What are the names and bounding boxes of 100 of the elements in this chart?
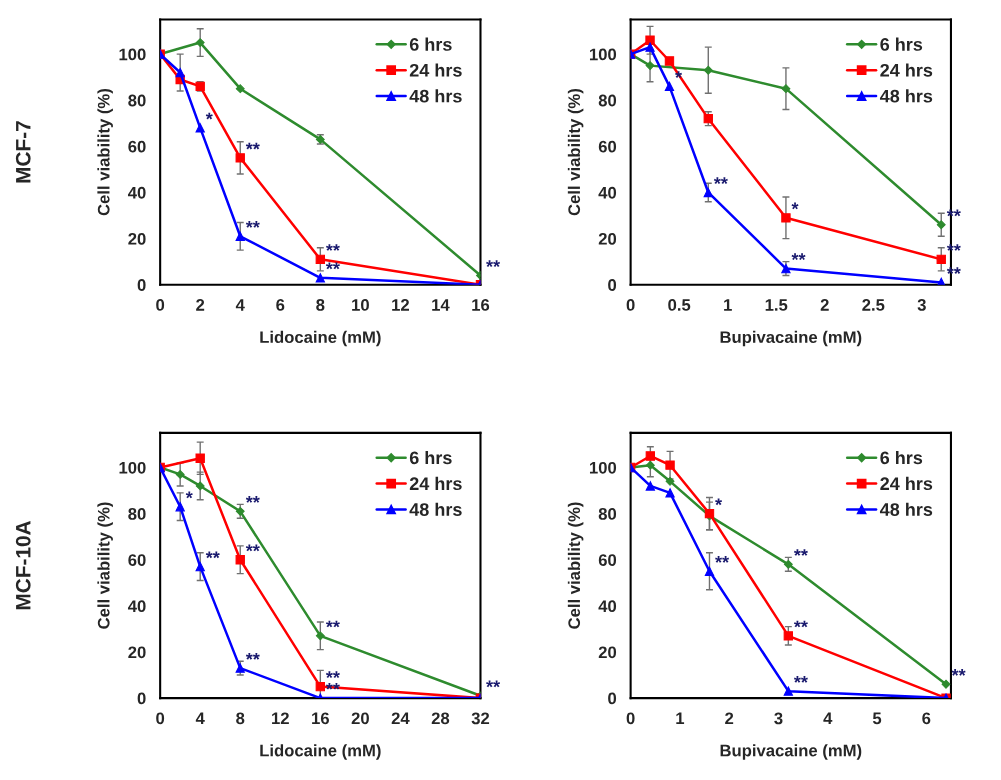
- x-tick-label: 2: [725, 712, 734, 725]
- x-tick-label: 6: [276, 299, 285, 311]
- legend-label: 6 hrs: [409, 450, 452, 465]
- legend-label: 48 hrs: [409, 89, 462, 103]
- x-tick-label: 2: [820, 299, 829, 311]
- annotation: **: [245, 221, 260, 228]
- legend-label: 24 hrs: [880, 476, 933, 491]
- legend-label: 24 hrs: [409, 63, 462, 77]
- annotation: **: [715, 556, 730, 563]
- annotation: *: [791, 202, 799, 210]
- annotation: **: [793, 675, 808, 683]
- x-tick-label: 12: [272, 712, 289, 725]
- annotation: **: [325, 620, 340, 628]
- annotation: **: [245, 544, 260, 552]
- x-tick-label: 0.5: [668, 299, 691, 311]
- annotation: **: [486, 680, 501, 688]
- legend-label: 6 hrs: [409, 37, 452, 51]
- y-tick-label: 20: [128, 232, 146, 245]
- y-tick-label: 60: [598, 554, 617, 566]
- annotation: **: [245, 496, 260, 503]
- legend-label: 6 hrs: [880, 37, 923, 51]
- y-tick-label: 80: [128, 94, 146, 107]
- annotation: **: [245, 652, 260, 660]
- text: MCF-10A: [15, 520, 31, 610]
- y-tick-label: 100: [119, 461, 146, 474]
- legend-label: 48 hrs: [409, 502, 462, 516]
- x-tick-label: 1: [676, 712, 685, 725]
- x-tick-label: 1.5: [765, 299, 788, 311]
- y-tick-label: 0: [608, 279, 617, 291]
- x-tick-label: 2.5: [862, 299, 885, 311]
- y-tick-label: 0: [608, 692, 617, 705]
- y-tick-label: 60: [128, 140, 146, 153]
- y-tick-label: 0: [137, 279, 146, 291]
- x-tick-label: 28: [431, 712, 450, 725]
- x-tick-label: 16: [472, 299, 490, 311]
- x-tick-label: 24: [391, 712, 410, 725]
- x-tick-label: 16: [312, 712, 329, 725]
- x-tick-label: 20: [351, 712, 369, 725]
- y-tick-label: 40: [598, 186, 617, 199]
- annotation: **: [245, 142, 260, 150]
- annotation: **: [713, 177, 728, 184]
- y-axis-title: Cell viability (%): [567, 89, 584, 216]
- y-axis-title: Cell viability (%): [567, 502, 584, 629]
- y-axis-title: Cell viability (%): [97, 89, 113, 216]
- x-tick-label: 10: [352, 299, 369, 311]
- y-tick-label: 100: [589, 48, 617, 61]
- y-tick-label: 80: [598, 508, 617, 520]
- x-tick-label: 3: [917, 299, 926, 311]
- annotation: **: [325, 671, 340, 679]
- x-tick-label: 6: [922, 712, 931, 725]
- legend-label: 48 hrs: [879, 89, 933, 103]
- x-tick-label: 0: [156, 712, 165, 725]
- y-tick-label: 100: [119, 48, 146, 61]
- x-axis-title: Bupivacaine (mM): [720, 744, 862, 760]
- annotation: *: [205, 112, 213, 120]
- y-tick-label: 60: [598, 140, 617, 153]
- x-axis-title: Lidocaine (mM): [260, 330, 381, 347]
- annotation: *: [185, 491, 193, 499]
- y-tick-label: 20: [128, 646, 146, 659]
- x-tick-label: 0: [156, 299, 165, 311]
- y-tick-label: 40: [598, 600, 617, 613]
- y-tick-label: 20: [598, 232, 617, 245]
- y-tick-label: 80: [598, 94, 617, 107]
- x-tick-label: 2: [196, 299, 205, 311]
- y-tick-label: 20: [598, 646, 617, 659]
- y-tick-label: 100: [589, 461, 617, 474]
- y-axis-title: Cell viability (%): [97, 502, 113, 629]
- annotation: **: [325, 262, 340, 270]
- annotation: **: [486, 260, 501, 267]
- y-tick-label: 60: [128, 554, 146, 566]
- y-tick-label: 0: [137, 692, 146, 705]
- x-tick-label: 0: [626, 299, 635, 311]
- x-tick-label: 12: [392, 299, 409, 311]
- x-tick-label: 4: [195, 712, 205, 725]
- x-axis-title: Bupivacaine (mM): [720, 330, 862, 347]
- x-axis-title: Lidocaine (mM): [260, 744, 381, 760]
- y-tick-label: 40: [127, 600, 146, 613]
- annotation: *: [715, 498, 723, 506]
- x-tick-label: 3: [774, 712, 783, 725]
- x-tick-label: 5: [872, 712, 882, 725]
- annotation: **: [325, 244, 340, 251]
- annotation: **: [951, 669, 966, 676]
- y-tick-label: 40: [127, 186, 146, 199]
- x-tick-label: 1: [724, 299, 732, 311]
- x-tick-label: 4: [823, 712, 833, 725]
- legend-label: 48 hrs: [879, 502, 933, 516]
- x-tick-label: 32: [471, 712, 490, 725]
- x-tick-label: 8: [236, 712, 245, 725]
- legend-label: 24 hrs: [880, 63, 933, 77]
- annotation: **: [793, 620, 808, 628]
- x-tick-label: 4: [235, 299, 245, 311]
- text: MCF-7: [15, 121, 31, 183]
- annotation: **: [205, 551, 220, 559]
- x-tick-label: 14: [432, 299, 450, 311]
- legend-label: 24 hrs: [409, 476, 462, 491]
- annotation: **: [793, 549, 808, 556]
- legend-label: 6 hrs: [880, 450, 923, 465]
- y-tick-label: 80: [128, 508, 146, 520]
- annotation: **: [791, 253, 806, 261]
- x-tick-label: 8: [316, 299, 325, 311]
